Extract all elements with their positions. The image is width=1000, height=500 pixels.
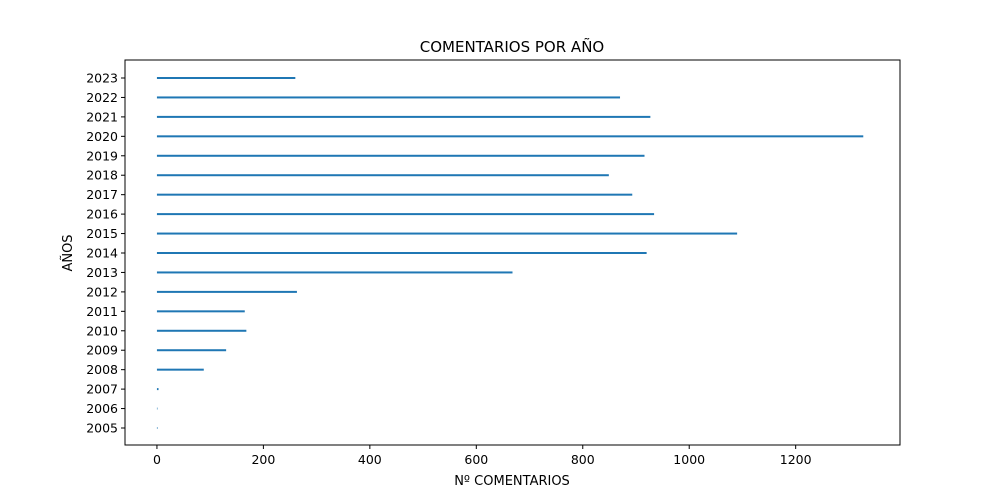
bar-2019 (156, 154, 645, 157)
x-axis-label: Nº COMENTARIOS (454, 474, 570, 489)
y-tick-label-2021: 2021 (86, 109, 118, 124)
bar-2016 (156, 213, 655, 216)
bar-2009 (156, 349, 227, 352)
bar-2011 (156, 310, 245, 313)
bar-2005 (156, 427, 158, 429)
y-tick-label-2017: 2017 (86, 187, 118, 202)
plot-frame (124, 59, 901, 446)
bars (156, 77, 864, 429)
y-tick-label-2014: 2014 (86, 246, 118, 261)
chart-title: COMENTARIOS POR AÑO (420, 37, 604, 56)
bar-2014 (156, 252, 647, 254)
y-tick-label-2018: 2018 (86, 168, 118, 183)
bar-2012 (156, 290, 297, 293)
y-tick-label-2023: 2023 (86, 71, 118, 86)
y-tick-label-2007: 2007 (86, 382, 118, 397)
bar-2021 (156, 115, 651, 118)
y-tick-label-2020: 2020 (86, 129, 118, 144)
y-axis-label: AÑOS (60, 234, 76, 271)
y-tick-label-2012: 2012 (86, 284, 118, 299)
y-tick-label-2010: 2010 (86, 323, 118, 338)
bar-2008 (156, 368, 204, 371)
y-tick-label-2006: 2006 (86, 401, 118, 416)
x-tick-label-400: 400 (358, 452, 382, 467)
y-tick-label-2005: 2005 (86, 421, 118, 436)
x-tick-label-600: 600 (464, 452, 488, 467)
bar-2013 (156, 271, 513, 274)
y-tick-label-2009: 2009 (86, 343, 118, 358)
y-tick-label-2011: 2011 (86, 304, 118, 319)
y-tick-label-2019: 2019 (86, 148, 118, 163)
bar-2022 (156, 96, 621, 99)
y-tick-label-2022: 2022 (86, 90, 118, 105)
bar-2017 (156, 193, 633, 196)
bar-2007 (156, 388, 159, 391)
bar-2020 (156, 135, 864, 138)
bar-2023 (156, 77, 296, 79)
bar-2015 (156, 232, 738, 235)
bar-2006 (156, 407, 158, 410)
y-axis-ticks: 2005 2006 2007 2008 2009 2010 2011 2012 2013 2014… (86, 71, 125, 436)
y-tick-label-2008: 2008 (86, 362, 118, 377)
x-axis-ticks: 0 200 400 600 800 1000 1200 (153, 445, 812, 467)
y-tick-label-2015: 2015 (86, 226, 118, 241)
y-tick-label-2016: 2016 (86, 207, 118, 222)
x-tick-label-800: 800 (571, 452, 595, 467)
bar-2018 (156, 174, 609, 177)
x-tick-label-0: 0 (153, 452, 161, 467)
x-tick-label-1000: 1000 (673, 452, 705, 467)
x-tick-label-200: 200 (251, 452, 275, 467)
x-tick-label-1200: 1200 (780, 452, 812, 467)
y-tick-label-2013: 2013 (86, 265, 118, 280)
bar-2010 (156, 329, 247, 332)
